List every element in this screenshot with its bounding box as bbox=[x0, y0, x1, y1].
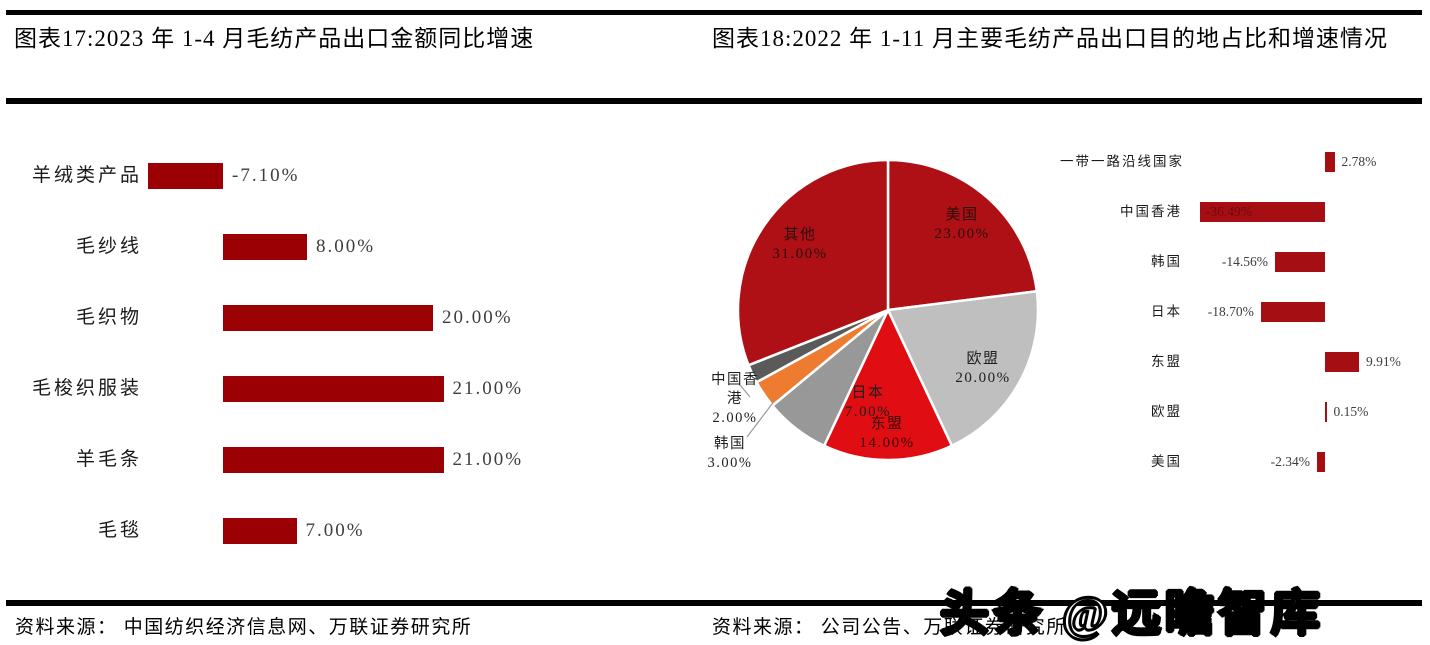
bar-value-label: -14.56% bbox=[1221, 254, 1269, 269]
watermark: 头条 @远瞻智库 bbox=[939, 585, 1324, 642]
bar-category-label: 毛织物 bbox=[75, 307, 142, 328]
pie-slice bbox=[886, 289, 1040, 447]
fig17-title: 图表17:2023 年 1-4 月毛纺产品出口金额同比增速 bbox=[14, 26, 535, 51]
bar-category-label: 东盟 bbox=[1151, 354, 1182, 369]
bar-value-label: -7.10% bbox=[232, 165, 300, 186]
pie-slice bbox=[822, 308, 954, 462]
bar-category-label: 韩国 bbox=[1151, 254, 1182, 269]
pie-slice-label: 中国香港 2.00% bbox=[711, 371, 759, 426]
pie-slice bbox=[736, 158, 890, 367]
bar-value-label: 21.00% bbox=[452, 449, 524, 470]
fig18-bar-chart: 一带一路沿线国家 2.78% 中国香港 -36.49% 韩国 -14.56% 日本 -18.7… bbox=[1060, 140, 1430, 490]
bar-value-label: 8.00% bbox=[316, 236, 376, 257]
fig17-bar-chart: 羊绒类产品 -7.10% 毛纱线 8.00% 毛织物 20.00% 毛梭织服装 21.00% 羊… bbox=[0, 130, 690, 580]
pie-slice-label: 韩国 3.00% bbox=[708, 435, 753, 471]
header-rule bbox=[6, 98, 1422, 104]
bar bbox=[148, 163, 223, 189]
pie-slice-label: 东盟 14.00% bbox=[859, 415, 914, 451]
bar-category-label: 中国香港 bbox=[1120, 204, 1182, 219]
bar-value-label: 9.91% bbox=[1365, 354, 1401, 369]
bar-category-label: 日本 bbox=[1151, 304, 1182, 319]
bar-value-label: 2.78% bbox=[1341, 154, 1377, 169]
bar-category-label: 一带一路沿线国家 bbox=[1060, 154, 1184, 169]
bar bbox=[1275, 252, 1325, 272]
top-rule bbox=[6, 10, 1422, 15]
bar-value-label: -2.34% bbox=[1270, 454, 1310, 469]
bar bbox=[1325, 152, 1335, 172]
bar-category-label: 美国 bbox=[1151, 454, 1182, 469]
bar-category-label: 欧盟 bbox=[1151, 404, 1182, 419]
pie-slice-label: 日本 7.00% bbox=[845, 384, 891, 420]
bar bbox=[223, 234, 307, 260]
pie-leader-line bbox=[739, 384, 751, 398]
bar-category-label: 毛纱线 bbox=[75, 236, 142, 257]
bar bbox=[1260, 302, 1325, 322]
bar bbox=[1316, 452, 1325, 472]
fig18-pie-chart: 美国 23.00% 欧盟 20.00% 东盟 14.00%日本 7.00% 其他 31.00% 中… bbox=[708, 158, 1040, 471]
pie-slice bbox=[886, 158, 1039, 312]
bar bbox=[223, 305, 433, 331]
bar-value-label: 21.00% bbox=[452, 378, 524, 399]
bar-category-label: 羊毛条 bbox=[75, 449, 142, 470]
bar bbox=[1325, 402, 1327, 422]
fig18-source: 资料来源： 公司公告、万联证券研究所 bbox=[712, 617, 1067, 638]
pie-slice-label: 其他 31.00% bbox=[772, 226, 827, 262]
bar-category-label: 羊绒类产品 bbox=[31, 165, 142, 186]
bar bbox=[1325, 352, 1359, 372]
bar bbox=[223, 518, 297, 544]
footer-rule bbox=[6, 600, 1422, 606]
pie-slice-label: 美国 23.00% bbox=[934, 206, 989, 242]
bar-value-label: -18.70% bbox=[1207, 304, 1254, 319]
bar bbox=[223, 447, 444, 473]
pie-leader-line bbox=[746, 399, 776, 438]
bar-value-label: 7.00% bbox=[305, 520, 365, 541]
pie-slice-label: 欧盟 20.00% bbox=[955, 350, 1010, 386]
bar-value-label: 0.15% bbox=[1333, 404, 1369, 419]
bar-value-label: -36.49% bbox=[1205, 204, 1252, 219]
bar bbox=[1199, 202, 1325, 222]
fig18-title: 图表18:2022 年 1-11 月主要毛纺产品出口目的地占比和增速情况 bbox=[712, 26, 1388, 51]
bar bbox=[223, 376, 444, 402]
fig17-source: 资料来源： 中国纺织经济信息网、万联证券研究所 bbox=[15, 617, 473, 638]
bar-value-label: 20.00% bbox=[442, 307, 513, 328]
bar-category-label: 毛梭织服装 bbox=[31, 378, 142, 399]
bar-category-label: 毛毯 bbox=[97, 520, 142, 541]
